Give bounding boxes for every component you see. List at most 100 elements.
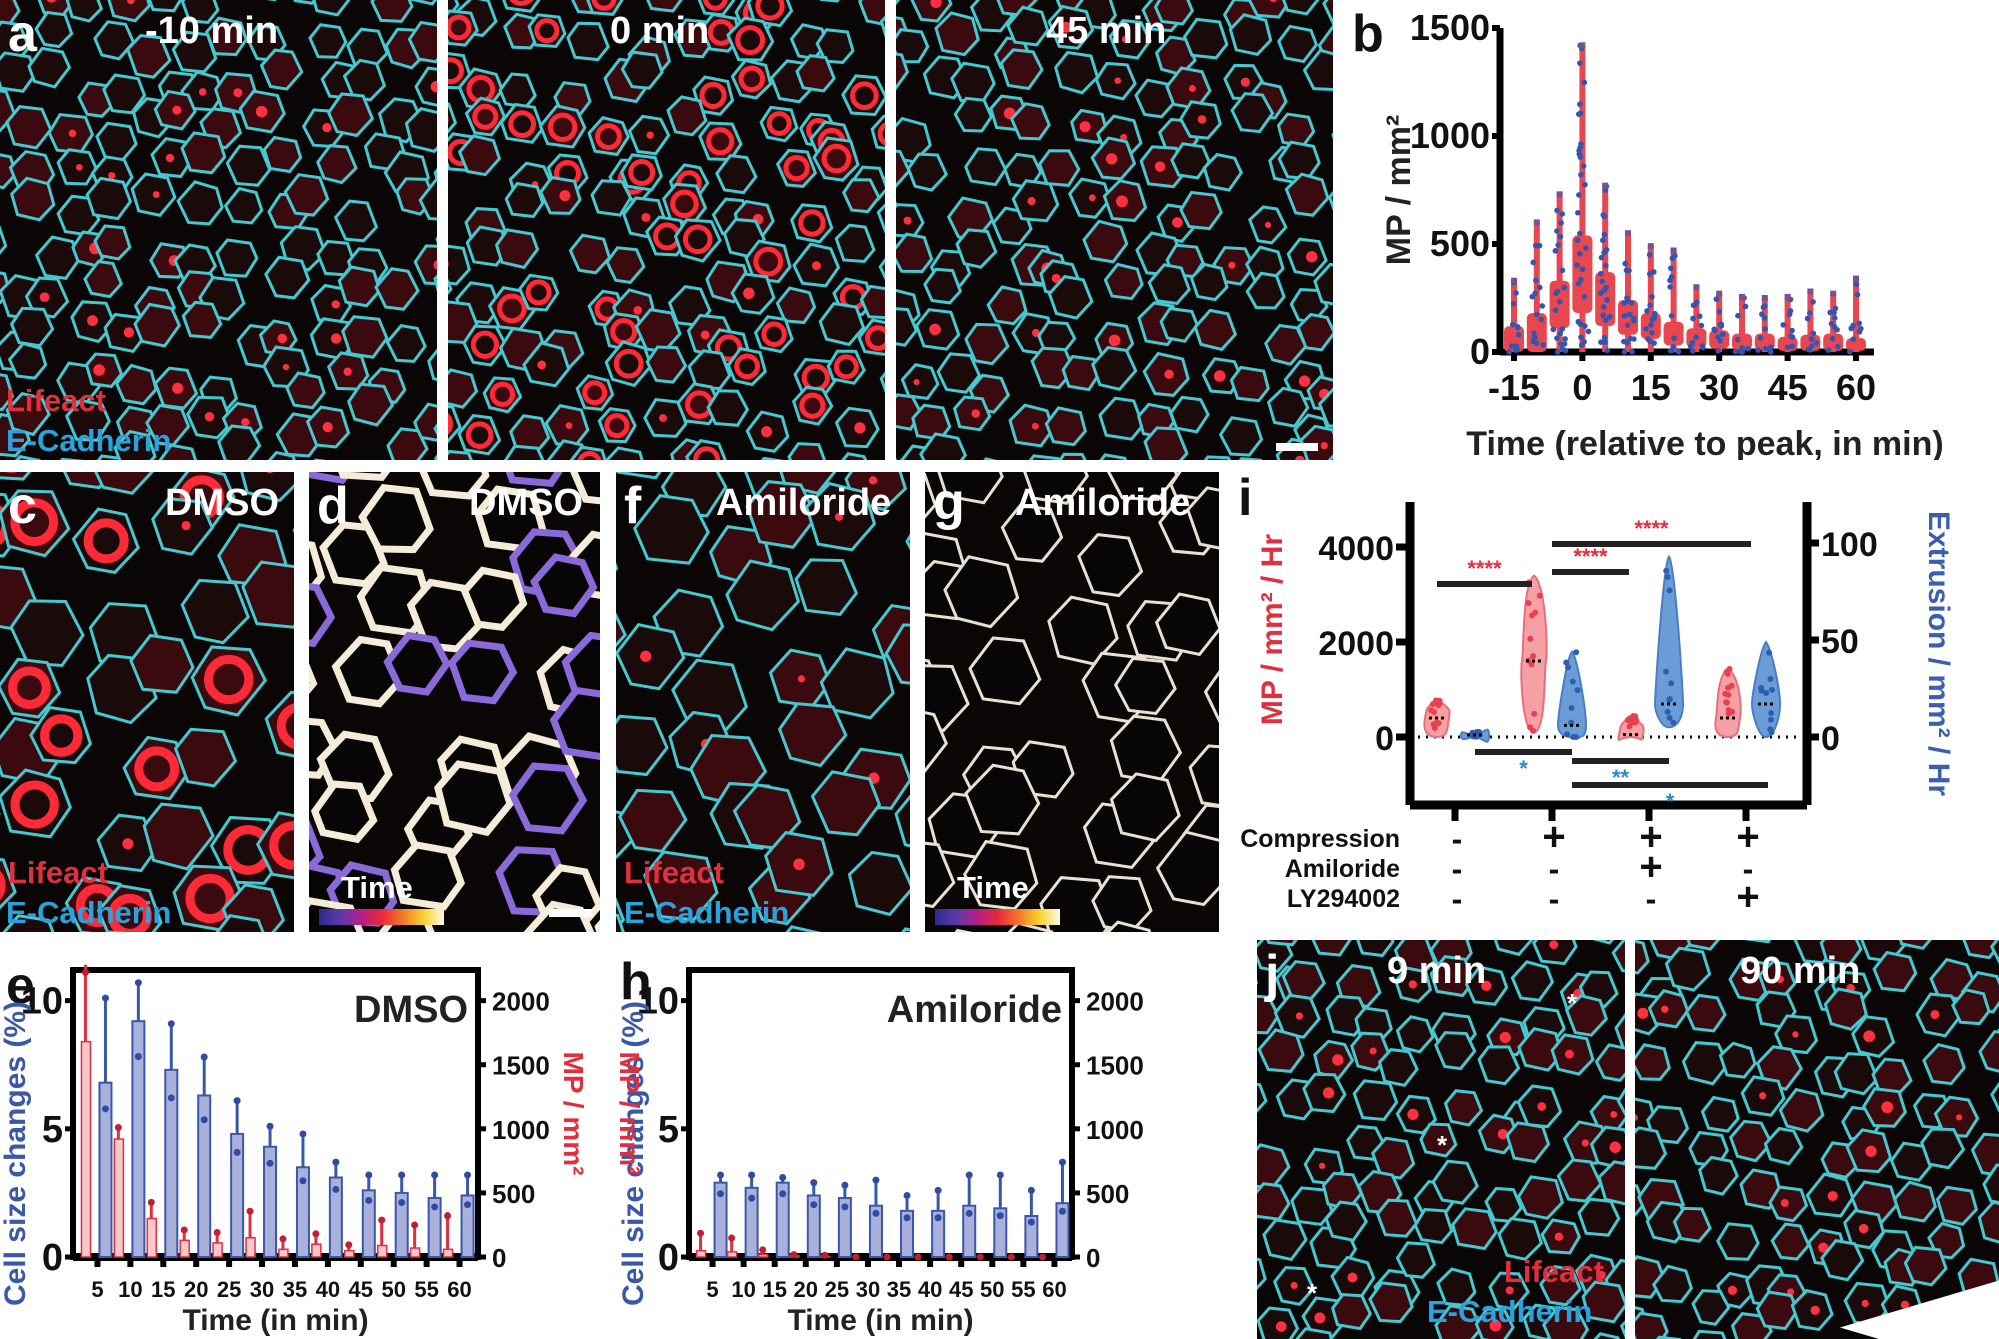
- cell: [1872, 950, 1918, 993]
- cell: [494, 228, 540, 270]
- cell: [5, 105, 53, 150]
- data-point: [1834, 326, 1840, 333]
- cell: [953, 96, 994, 133]
- data-point: [1853, 281, 1860, 288]
- cell: [1684, 993, 1727, 1033]
- data-point: [1624, 339, 1630, 346]
- data-point: [1732, 348, 1739, 355]
- cell: [1581, 1280, 1625, 1324]
- actin-puncta: [39, 292, 50, 303]
- actin-puncta: [331, 300, 340, 309]
- whisker: [1853, 278, 1859, 352]
- actin-ring: [850, 81, 879, 111]
- actin-puncta: [1818, 1242, 1829, 1253]
- y-tick-label: 1500: [1410, 7, 1490, 48]
- cell: [1510, 960, 1555, 1002]
- cell: [1109, 714, 1183, 784]
- actin-puncta: [793, 858, 805, 871]
- data-point-cell-size: [965, 1171, 973, 1179]
- cell: [645, 345, 688, 384]
- cell: [777, 702, 848, 768]
- data-point: [1745, 346, 1751, 352]
- bar-mp: [376, 1244, 388, 1258]
- cell-boundaries: [0, 0, 437, 460]
- cell: [341, 315, 389, 359]
- data-point: [1834, 343, 1841, 350]
- cell: [1203, 455, 1232, 460]
- data-point-mp: [976, 1253, 984, 1261]
- data-point: [1598, 339, 1604, 345]
- data-point: [1575, 318, 1582, 325]
- cell: [1330, 1293, 1373, 1331]
- actin-puncta: [1154, 161, 1166, 172]
- scale-bar: [549, 909, 592, 917]
- cell: [1257, 1143, 1291, 1191]
- data-point: [1558, 220, 1564, 226]
- actin-puncta: [1489, 1319, 1502, 1332]
- actin-puncta: [1505, 1286, 1514, 1295]
- cell: [646, 0, 683, 13]
- cell: [1899, 940, 1932, 950]
- cell: [133, 302, 182, 348]
- cell: [1893, 1180, 1937, 1223]
- data-point: [1768, 344, 1774, 350]
- cell-network: [616, 472, 910, 932]
- data-point: [1550, 326, 1557, 333]
- actin-puncta: [68, 129, 77, 138]
- data-point: [1552, 248, 1559, 254]
- cell: [342, 58, 387, 102]
- max-marker: [1784, 293, 1791, 300]
- cell: [457, 134, 502, 177]
- cell: [962, 839, 1039, 911]
- cell-network: [0, 472, 294, 932]
- data-point: [1762, 345, 1769, 352]
- cell: [1691, 1289, 1731, 1326]
- data-point: [1536, 242, 1543, 249]
- x-tick-label: 50: [980, 1277, 1004, 1302]
- cell: [594, 919, 600, 932]
- condition-row-label: LY294002: [1287, 885, 1400, 913]
- panel-label-g: g: [933, 473, 965, 531]
- cell: [616, 472, 662, 480]
- data-point: [1827, 309, 1833, 316]
- cell: [262, 135, 303, 174]
- data-point-cell-size: [266, 1122, 274, 1130]
- data-point-extrusion: [1563, 659, 1570, 666]
- cell-network: [448, 0, 885, 460]
- actin-puncta: [641, 212, 651, 222]
- time-colorbar-label: Time: [957, 870, 1029, 905]
- data-point: [1825, 347, 1832, 353]
- data-point-mp: [1532, 609, 1539, 616]
- cell: [1229, 365, 1270, 403]
- data-point-mp: [1531, 710, 1538, 717]
- data-point: [1540, 342, 1547, 348]
- cell: [1028, 454, 1061, 460]
- significance-label: *: [1519, 756, 1528, 781]
- cell: [285, 371, 326, 410]
- cell: [129, 633, 195, 694]
- y-axis-label-left: MP / mm² / Hr: [1256, 534, 1289, 725]
- cell: [316, 144, 358, 185]
- cell: [1375, 1198, 1419, 1238]
- panel-label-h: h: [620, 953, 652, 1011]
- data-point-cell-size: [841, 1181, 849, 1189]
- cell: [64, 398, 111, 442]
- data-point: [1533, 277, 1539, 284]
- cell: [448, 244, 472, 286]
- data-point-mp: [411, 1221, 419, 1229]
- cell: [114, 363, 158, 406]
- cell: [605, 246, 646, 285]
- actin-puncta: [343, 367, 352, 376]
- actin-puncta: [46, 0, 57, 3]
- data-point: [1574, 237, 1581, 244]
- data-point-extrusion: [1767, 675, 1774, 682]
- scale-bar: [1276, 443, 1318, 451]
- data-point-cell-size: [903, 1214, 911, 1222]
- actin-puncta: [1347, 1272, 1358, 1283]
- chart-e: 0 5 10 0 500 1000 1500 2000 5 10 15 20 25 30 35 40 45 50 5…: [0, 964, 589, 1337]
- y-tick-label-left: 0: [658, 1237, 679, 1279]
- max-marker: [1647, 243, 1654, 250]
- max-marker: [1716, 290, 1723, 297]
- cell: [1763, 1126, 1804, 1166]
- data-point: [1786, 311, 1793, 318]
